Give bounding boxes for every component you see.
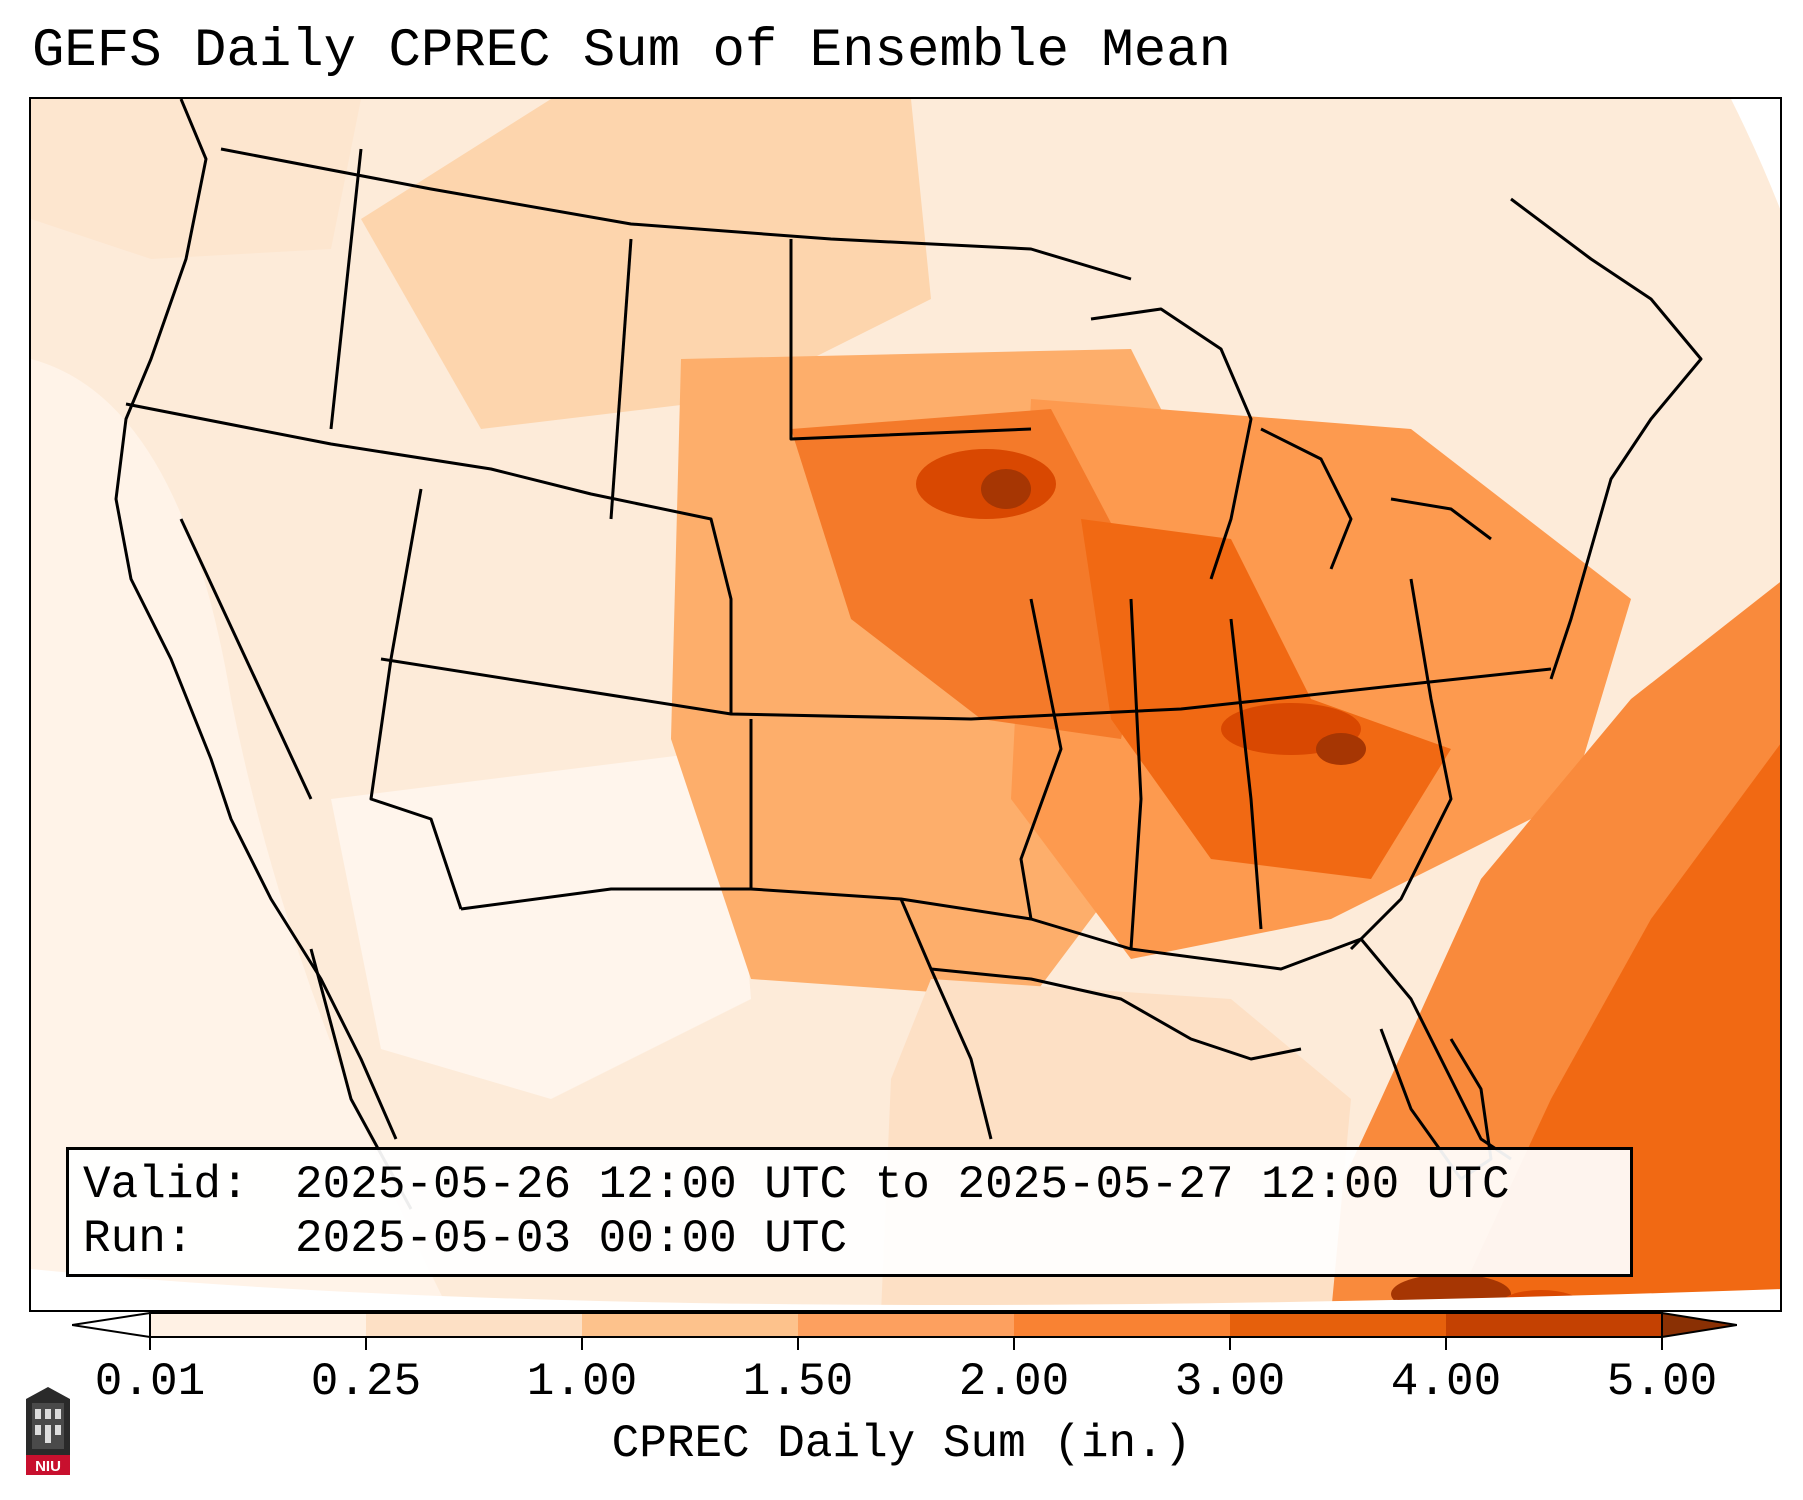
tick-4: [1013, 1338, 1015, 1350]
tick-label-4: 2.00: [958, 1356, 1070, 1408]
valid-value: 2025-05-26 12:00 UTC to 2025-05-27 12:00…: [295, 1159, 1510, 1211]
tick-label-1: 0.25: [310, 1356, 422, 1408]
precip-field: [31, 99, 1780, 1310]
tick-6: [1445, 1338, 1447, 1350]
colorbar-segment-5: [1014, 1313, 1230, 1337]
run-key: Run:: [83, 1213, 194, 1265]
valid-key: Valid:: [83, 1159, 249, 1211]
tick-0: [149, 1338, 151, 1350]
tick-label-2: 1.00: [526, 1356, 638, 1408]
colorbar-segment-3: [582, 1313, 798, 1337]
valid-row: Valid: 2025-05-26 12:00 UTC to 2025-05-2…: [83, 1158, 1616, 1212]
colorbar-segment-2: [366, 1313, 582, 1337]
tick-1: [365, 1338, 367, 1350]
colorbar: [72, 1312, 1737, 1338]
colorbar-ticks: [0, 1338, 1803, 1350]
colorbar-extend-max: [1661, 1312, 1737, 1338]
map-title: GEFS Daily CPREC Sum of Ensemble Mean: [32, 21, 1231, 82]
run-value: 2025-05-03 00:00 UTC: [295, 1213, 848, 1265]
precip-map: [29, 97, 1782, 1312]
tick-label-0: 0.01: [94, 1356, 206, 1408]
tick-label-6: 4.00: [1390, 1356, 1502, 1408]
colorbar-segment-4: [798, 1313, 1014, 1337]
tick-label-5: 3.00: [1174, 1356, 1286, 1408]
tick-3: [797, 1338, 799, 1350]
tick-label-7: 5.00: [1606, 1356, 1718, 1408]
colorbar-segment-7: [1446, 1313, 1662, 1337]
colorbar-segment-1: [150, 1313, 366, 1337]
tick-2: [581, 1338, 583, 1350]
map-canvas: [31, 99, 1780, 1310]
colorbar-label: CPREC Daily Sum (in.): [611, 1418, 1192, 1470]
tick-5: [1229, 1338, 1231, 1350]
run-row: Run: 2025-05-03 00:00 UTC: [83, 1212, 1616, 1266]
colorbar-extend-min: [72, 1312, 151, 1338]
colorbar-segment-6: [1230, 1313, 1446, 1337]
tick-label-3: 1.50: [742, 1356, 854, 1408]
boundary-lines: [114, 99, 1703, 1210]
info-box: Valid: 2025-05-26 12:00 UTC to 2025-05-2…: [66, 1147, 1633, 1277]
tick-7: [1661, 1338, 1663, 1350]
niu-logo: NIU: [26, 1387, 70, 1475]
niu-logo-text: NIU: [35, 1458, 61, 1475]
